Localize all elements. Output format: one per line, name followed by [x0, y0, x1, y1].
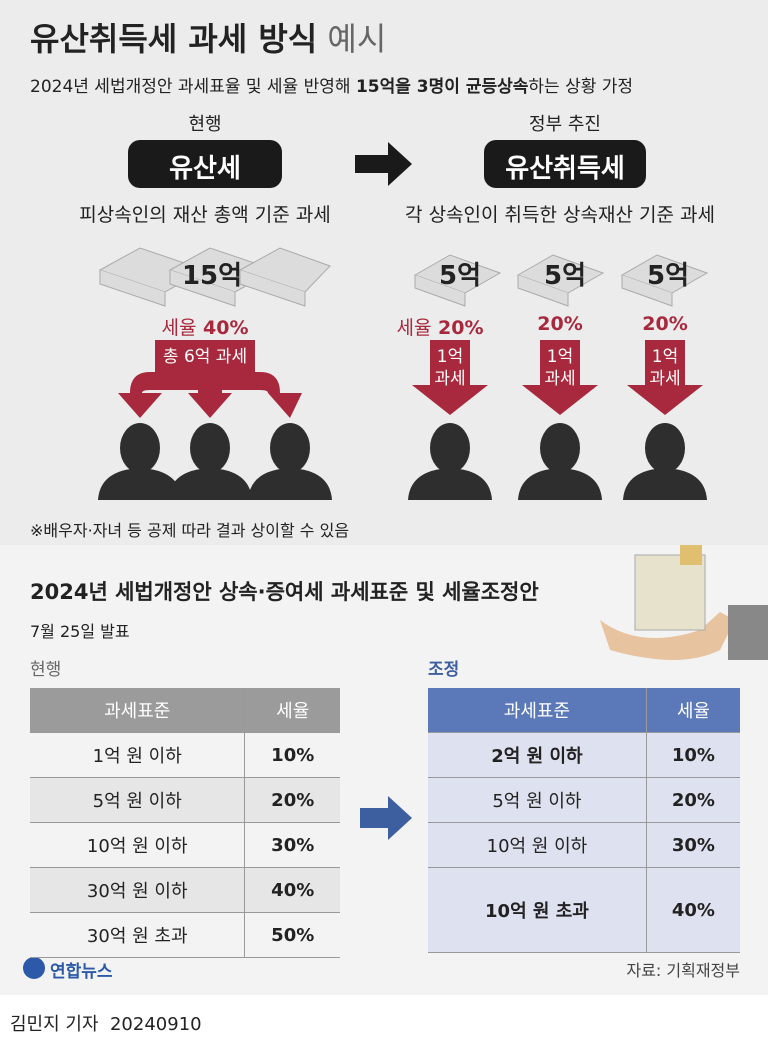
table-cell: 10% [646, 732, 740, 778]
table-row: 30억 원 초과 50% [30, 912, 340, 958]
tax-line: 과세 [649, 369, 681, 389]
money-stacks [98, 247, 709, 307]
table-cell: 30억 원 이하 [30, 867, 246, 913]
rate-table: 과세표준 세율 1억 원 이하 10% 5억 원 이하 20% 10억 원 이하 30% 30억… [30, 688, 340, 958]
rate-value: 40% [203, 317, 249, 339]
table-label: 현행 [30, 660, 62, 680]
rate-value: 20% [537, 313, 583, 335]
header-cell: 세율 [646, 688, 740, 733]
table-cell: 5억 원 이하 [428, 777, 647, 823]
title-main: 유산취득세 과세 방식 [30, 20, 318, 58]
table-row: 5억 원 이하 20% [30, 777, 340, 823]
header-row: 과세표준 세율 [428, 688, 740, 733]
rate-label: 세율 [396, 317, 432, 339]
table-cell: 20% [244, 777, 340, 823]
table-cell: 40% [646, 867, 740, 953]
rate-value: 20% [642, 313, 688, 335]
money-hand-icon [600, 545, 768, 660]
section-title: 2024년 세법개정안 상속·증여세 과세표준 및 세율조정안 [30, 580, 539, 604]
table-cell: 2억 원 이하 [428, 732, 647, 778]
table-row: 5억 원 이하 20% [428, 777, 740, 823]
table-cell: 10억 원 이하 [30, 822, 246, 868]
byline: 김민지 기자 20240910 [10, 1010, 202, 1036]
description: 피상속인의 재산 총액 기준 과세 [79, 204, 331, 226]
rate: 세율 40% [161, 313, 248, 340]
badge: 유산세 [169, 154, 241, 184]
table-cell: 30% [646, 822, 740, 868]
table-cell: 30억 원 초과 [30, 912, 246, 958]
table-row: 30억 원 이하 40% [30, 867, 340, 913]
rate: 세율 20% [396, 313, 483, 340]
rate-value: 20% [438, 317, 484, 339]
footer-bg [0, 995, 768, 1047]
table-cell: 30% [244, 822, 340, 868]
source: 자료: 기획재정부 [626, 961, 740, 980]
tax-text: 1억 과세 [434, 346, 465, 390]
badge: 유산취득세 [505, 154, 625, 184]
description: 각 상속인이 취득한 상속재산 기준 과세 [405, 204, 715, 226]
table-label: 조정 [428, 660, 460, 680]
table-cell: 10% [244, 732, 340, 778]
people [98, 423, 707, 500]
subtitle: 2024년 세법개정안 과세표율 및 세율 반영해 15억을 3명이 균등상속하… [30, 72, 633, 97]
tax-line: 1억 [546, 347, 574, 367]
table-cell: 5억 원 이하 [30, 777, 246, 823]
amount: 15억 [181, 261, 243, 291]
logo: 연합뉴스 [50, 962, 113, 982]
date: 20240910 [109, 1014, 202, 1035]
table-row: 10억 원 이하 30% [428, 822, 740, 868]
table-row: 10억 원 초과 40% [428, 867, 740, 953]
tax-text: 총 6억 과세 [162, 347, 248, 367]
table-cell: 50% [244, 912, 340, 958]
arrow [355, 142, 412, 186]
table-row: 1억 원 이하 10% [30, 732, 340, 778]
logo-icon [23, 957, 45, 979]
section-date: 7월 25일 발표 [30, 622, 130, 641]
reporter: 김민지 기자 [10, 1014, 99, 1035]
amount: 5억 [543, 261, 587, 291]
subtitle-text: 하는 상황 가정 [528, 77, 634, 97]
table-arrow [360, 796, 412, 840]
subtitle-highlight: 15억을 3명이 균등상속 [355, 77, 529, 97]
table-row: 2억 원 이하 10% [428, 732, 740, 778]
tax-text: 1억 과세 [649, 346, 680, 390]
rate-table: 과세표준 세율 2억 원 이하 10% 5억 원 이하 20% 10억 원 이하 30% 10억… [428, 688, 740, 953]
tax-text: 1억 과세 [544, 346, 575, 390]
tax-line: 1억 [651, 347, 679, 367]
title: 유산취득세 과세 방식 예시 [30, 14, 386, 60]
rate-label: 세율 [161, 317, 197, 339]
tax-line: 과세 [434, 369, 466, 389]
header-cell: 세율 [244, 688, 340, 733]
header-row: 과세표준 세율 [30, 688, 340, 733]
table-cell: 10억 원 이하 [428, 822, 647, 868]
tax-line: 과세 [544, 369, 576, 389]
table-row: 10억 원 이하 30% [30, 822, 340, 868]
table-cell: 10억 원 초과 [428, 867, 647, 953]
header-cell: 과세표준 [428, 688, 647, 733]
table-cell: 1억 원 이하 [30, 732, 246, 778]
table-cell: 40% [244, 867, 340, 913]
badge-bg [484, 140, 646, 188]
label: 정부 추진 [529, 114, 601, 135]
tax-line: 1억 [436, 347, 464, 367]
header-cell: 과세표준 [30, 688, 246, 733]
title-sub: 예시 [327, 20, 387, 58]
amount: 5억 [646, 261, 690, 291]
note: ※배우자·자녀 등 공제 따라 결과 상이할 수 있음 [30, 521, 350, 540]
subtitle-text: 2024년 세법개정안 과세표율 및 세율 반영해 [30, 77, 356, 97]
badge-bg [128, 140, 282, 188]
table-cell: 20% [646, 777, 740, 823]
label: 현행 [188, 114, 222, 135]
tax-arrows [118, 340, 703, 418]
amount: 5억 [438, 261, 482, 291]
